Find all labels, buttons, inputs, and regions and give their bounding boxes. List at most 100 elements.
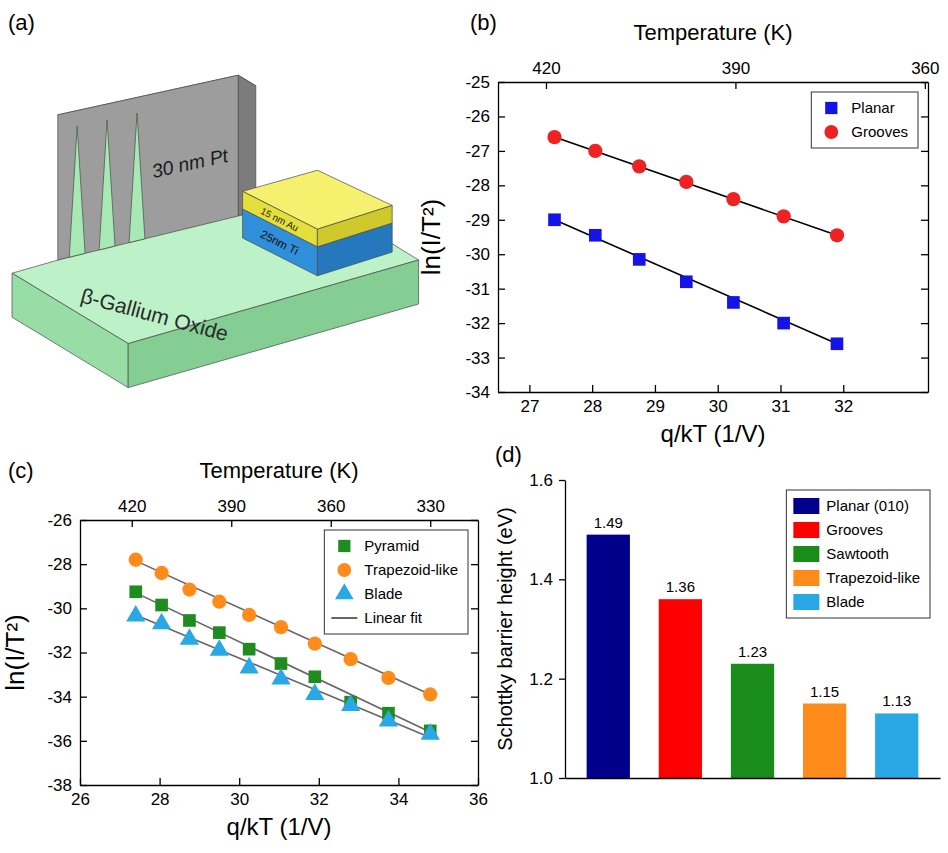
tick-label: 29 <box>646 397 665 416</box>
legend-swatch <box>335 583 354 599</box>
tick: 1.4 <box>529 570 565 589</box>
tick-label: 390 <box>722 59 750 78</box>
tick-label: -32 <box>465 314 490 333</box>
legend-item: Pyramid <box>338 537 419 554</box>
tick-mark <box>132 520 133 527</box>
x-axis <box>566 778 941 779</box>
tick: -28 <box>465 176 505 195</box>
y-axis-title: Schottky barrier height (eV) <box>494 507 516 750</box>
tick: 29 <box>646 385 665 416</box>
tick: 28 <box>151 778 170 809</box>
layer-label: 25nm Ti <box>259 228 301 257</box>
tick-label: -33 <box>465 348 490 367</box>
tick-label: 1.0 <box>529 769 553 788</box>
tick: 32 <box>834 385 853 416</box>
point <box>421 723 440 740</box>
tick-mark <box>925 82 926 89</box>
x2-axis: 420390360330 <box>81 497 479 527</box>
tick-mark <box>921 357 928 358</box>
groove <box>69 126 85 257</box>
fit-line <box>554 220 836 344</box>
groove <box>99 120 115 250</box>
tick: 390 <box>218 497 246 527</box>
tick-label: 420 <box>532 59 560 78</box>
x2-axis-line <box>499 82 929 83</box>
tick-mark <box>471 652 478 653</box>
tick-label: 32 <box>834 397 853 416</box>
tick <box>921 185 928 186</box>
tick: 360 <box>317 497 345 527</box>
legend-item: Blade <box>335 583 403 602</box>
y-axis-mirror-line <box>478 521 479 786</box>
point <box>633 253 646 266</box>
point <box>632 159 646 173</box>
legend-box <box>786 490 930 618</box>
legend-swatch <box>793 498 819 514</box>
point <box>589 229 602 242</box>
legend-swatch <box>793 594 819 610</box>
tick-mark <box>718 385 719 392</box>
tick-label: -31 <box>465 280 490 299</box>
tick: 330 <box>417 497 445 527</box>
legend-label: Blade <box>364 585 402 602</box>
point <box>305 683 324 700</box>
tick-mark <box>498 185 505 186</box>
tick <box>471 608 478 609</box>
tick <box>921 358 928 359</box>
legend-item: Planar (010) <box>793 497 909 514</box>
legend-label: Pyramid <box>364 537 419 554</box>
x-axis: 27 28 29 30 31 32 <box>499 385 929 416</box>
tick: -33 <box>465 348 505 367</box>
au-right <box>317 205 392 246</box>
point <box>129 553 143 567</box>
bar <box>659 599 702 778</box>
point <box>588 144 602 158</box>
point <box>126 605 145 622</box>
tick: -29 <box>465 211 505 230</box>
legend: PlanarGrooves <box>811 92 918 148</box>
point <box>381 671 395 685</box>
tick: 31 <box>772 385 791 416</box>
legend: Planar (010)GroovesSawtoothTrapezoid-lik… <box>786 490 930 618</box>
point <box>727 296 740 309</box>
tick-mark <box>921 289 928 290</box>
point <box>242 608 256 622</box>
tick-mark <box>498 116 505 117</box>
fit-line <box>554 137 836 235</box>
tick: 30 <box>709 385 728 416</box>
panel-label: (c) <box>8 458 34 483</box>
tick <box>921 254 928 255</box>
tick-label: -26 <box>465 107 490 126</box>
tick-mark <box>471 741 478 742</box>
tick: 32 <box>310 778 329 809</box>
tick <box>921 289 928 290</box>
point <box>680 275 693 288</box>
tick-label: 27 <box>520 397 539 416</box>
data-label: 1.36 <box>666 578 695 595</box>
tick-mark <box>319 778 320 785</box>
legend-item: Sawtooth <box>793 545 889 562</box>
tick: -34 <box>465 383 505 402</box>
point <box>423 687 437 701</box>
bar <box>731 664 774 778</box>
tick-label: -27 <box>465 142 490 161</box>
y-axis-mirror <box>471 521 479 786</box>
tick <box>921 220 928 221</box>
tick: 1.6 <box>529 471 565 490</box>
y-axis: -34-33-32-31-30-29-28-27-26-25 <box>465 73 505 402</box>
legend-box <box>324 530 468 634</box>
series <box>548 213 843 350</box>
point <box>182 582 196 596</box>
point <box>243 643 256 656</box>
tick: 360 <box>911 59 939 89</box>
y-axis-line <box>498 83 499 393</box>
tick-label: 28 <box>583 397 602 416</box>
tick-mark <box>398 778 399 785</box>
tick-label: 330 <box>417 497 445 516</box>
legend-label: Planar (010) <box>826 497 909 514</box>
panel-label: (b) <box>470 10 497 35</box>
layer-label: 30 nm Pt <box>150 144 232 182</box>
point <box>777 317 790 330</box>
legend-box <box>811 92 918 148</box>
tick-mark <box>559 579 565 580</box>
